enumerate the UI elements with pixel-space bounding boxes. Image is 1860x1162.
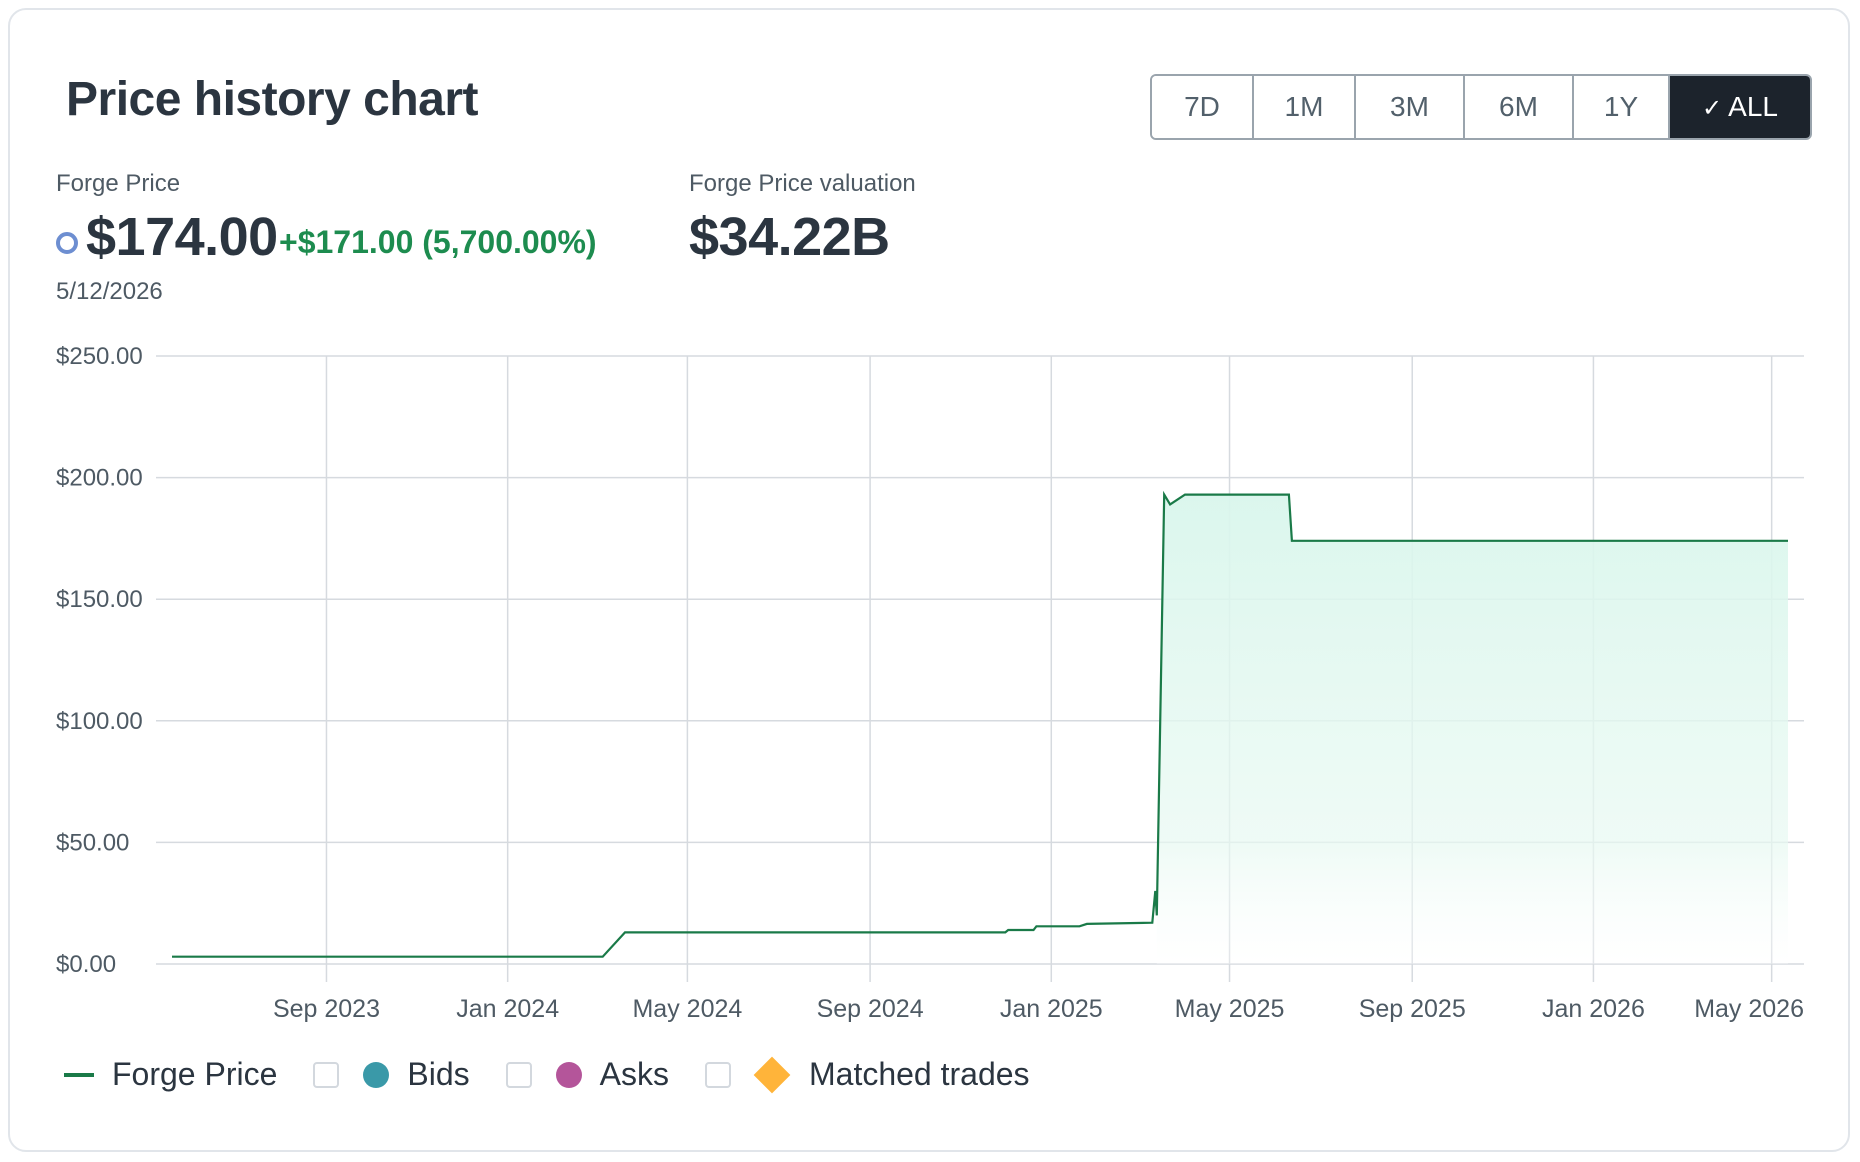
forge-price-change: +$171.00 (5,700.00%) [279, 224, 597, 260]
matched-trades-checkbox[interactable] [704, 1061, 731, 1088]
legend-bids-label: Bids [407, 1056, 470, 1092]
y-tick-label: $250.00 [56, 343, 143, 370]
range-6m-button[interactable]: 6M [1465, 76, 1574, 138]
x-tick-label: May 2025 [1175, 995, 1285, 1023]
x-tick-label: Sep 2024 [817, 995, 924, 1023]
legend-asks-label: Asks [599, 1056, 669, 1092]
y-tick-label: $100.00 [56, 708, 143, 735]
x-tick-label: Sep 2025 [1359, 995, 1466, 1023]
asks-dot-icon [555, 1061, 582, 1088]
valuation-value: $34.22B [689, 207, 890, 267]
legend-bids[interactable]: Bids [313, 1056, 470, 1093]
line-swatch-icon [64, 1072, 94, 1077]
x-tick-label: May 2026 [1694, 995, 1804, 1023]
price-area [1156, 494, 1788, 964]
range-1m-button[interactable]: 1M [1254, 76, 1356, 138]
range-selector: 7D 1M 3M 6M 1Y ✓ ALL [1150, 74, 1812, 140]
x-tick-label: Sep 2023 [273, 995, 380, 1023]
y-tick-label: $200.00 [56, 465, 143, 492]
bids-checkbox[interactable] [313, 1061, 340, 1088]
y-tick-label: $0.00 [56, 951, 116, 978]
y-tick-label: $50.00 [56, 829, 129, 856]
range-all-button[interactable]: ✓ ALL [1670, 76, 1810, 138]
range-7d-button[interactable]: 7D [1152, 76, 1254, 138]
range-3m-button[interactable]: 3M [1356, 76, 1465, 138]
chart-legend: Forge Price Bids Asks Matched trades [64, 1056, 1066, 1093]
chart-title: Price history chart [66, 73, 479, 126]
valuation-label: Forge Price valuation [689, 170, 916, 197]
forge-price-date: 5/12/2026 [56, 278, 163, 305]
legend-asks[interactable]: Asks [505, 1056, 669, 1093]
asks-checkbox[interactable] [505, 1061, 532, 1088]
range-all-label: ALL [1728, 91, 1778, 122]
range-1y-button[interactable]: 1Y [1574, 76, 1670, 138]
x-tick-label: Jan 2026 [1542, 995, 1645, 1023]
x-tick-label: Jan 2025 [1000, 995, 1103, 1023]
legend-matched-trades-label: Matched trades [808, 1056, 1030, 1092]
diamond-icon [753, 1056, 791, 1093]
legend-forge-price-label: Forge Price [112, 1056, 278, 1092]
legend-forge-price: Forge Price [64, 1056, 277, 1093]
forge-price-value: $174.00 [86, 207, 278, 267]
check-icon: ✓ [1702, 95, 1723, 122]
y-tick-label: $150.00 [56, 586, 143, 613]
x-tick-label: Jan 2024 [456, 995, 559, 1023]
x-tick-label: May 2024 [632, 995, 742, 1023]
bids-dot-icon [363, 1061, 390, 1088]
legend-matched-trades[interactable]: Matched trades [704, 1056, 1030, 1093]
forge-price-marker-icon [56, 232, 78, 254]
forge-price-label: Forge Price [56, 170, 181, 197]
price-line [172, 490, 1788, 958]
